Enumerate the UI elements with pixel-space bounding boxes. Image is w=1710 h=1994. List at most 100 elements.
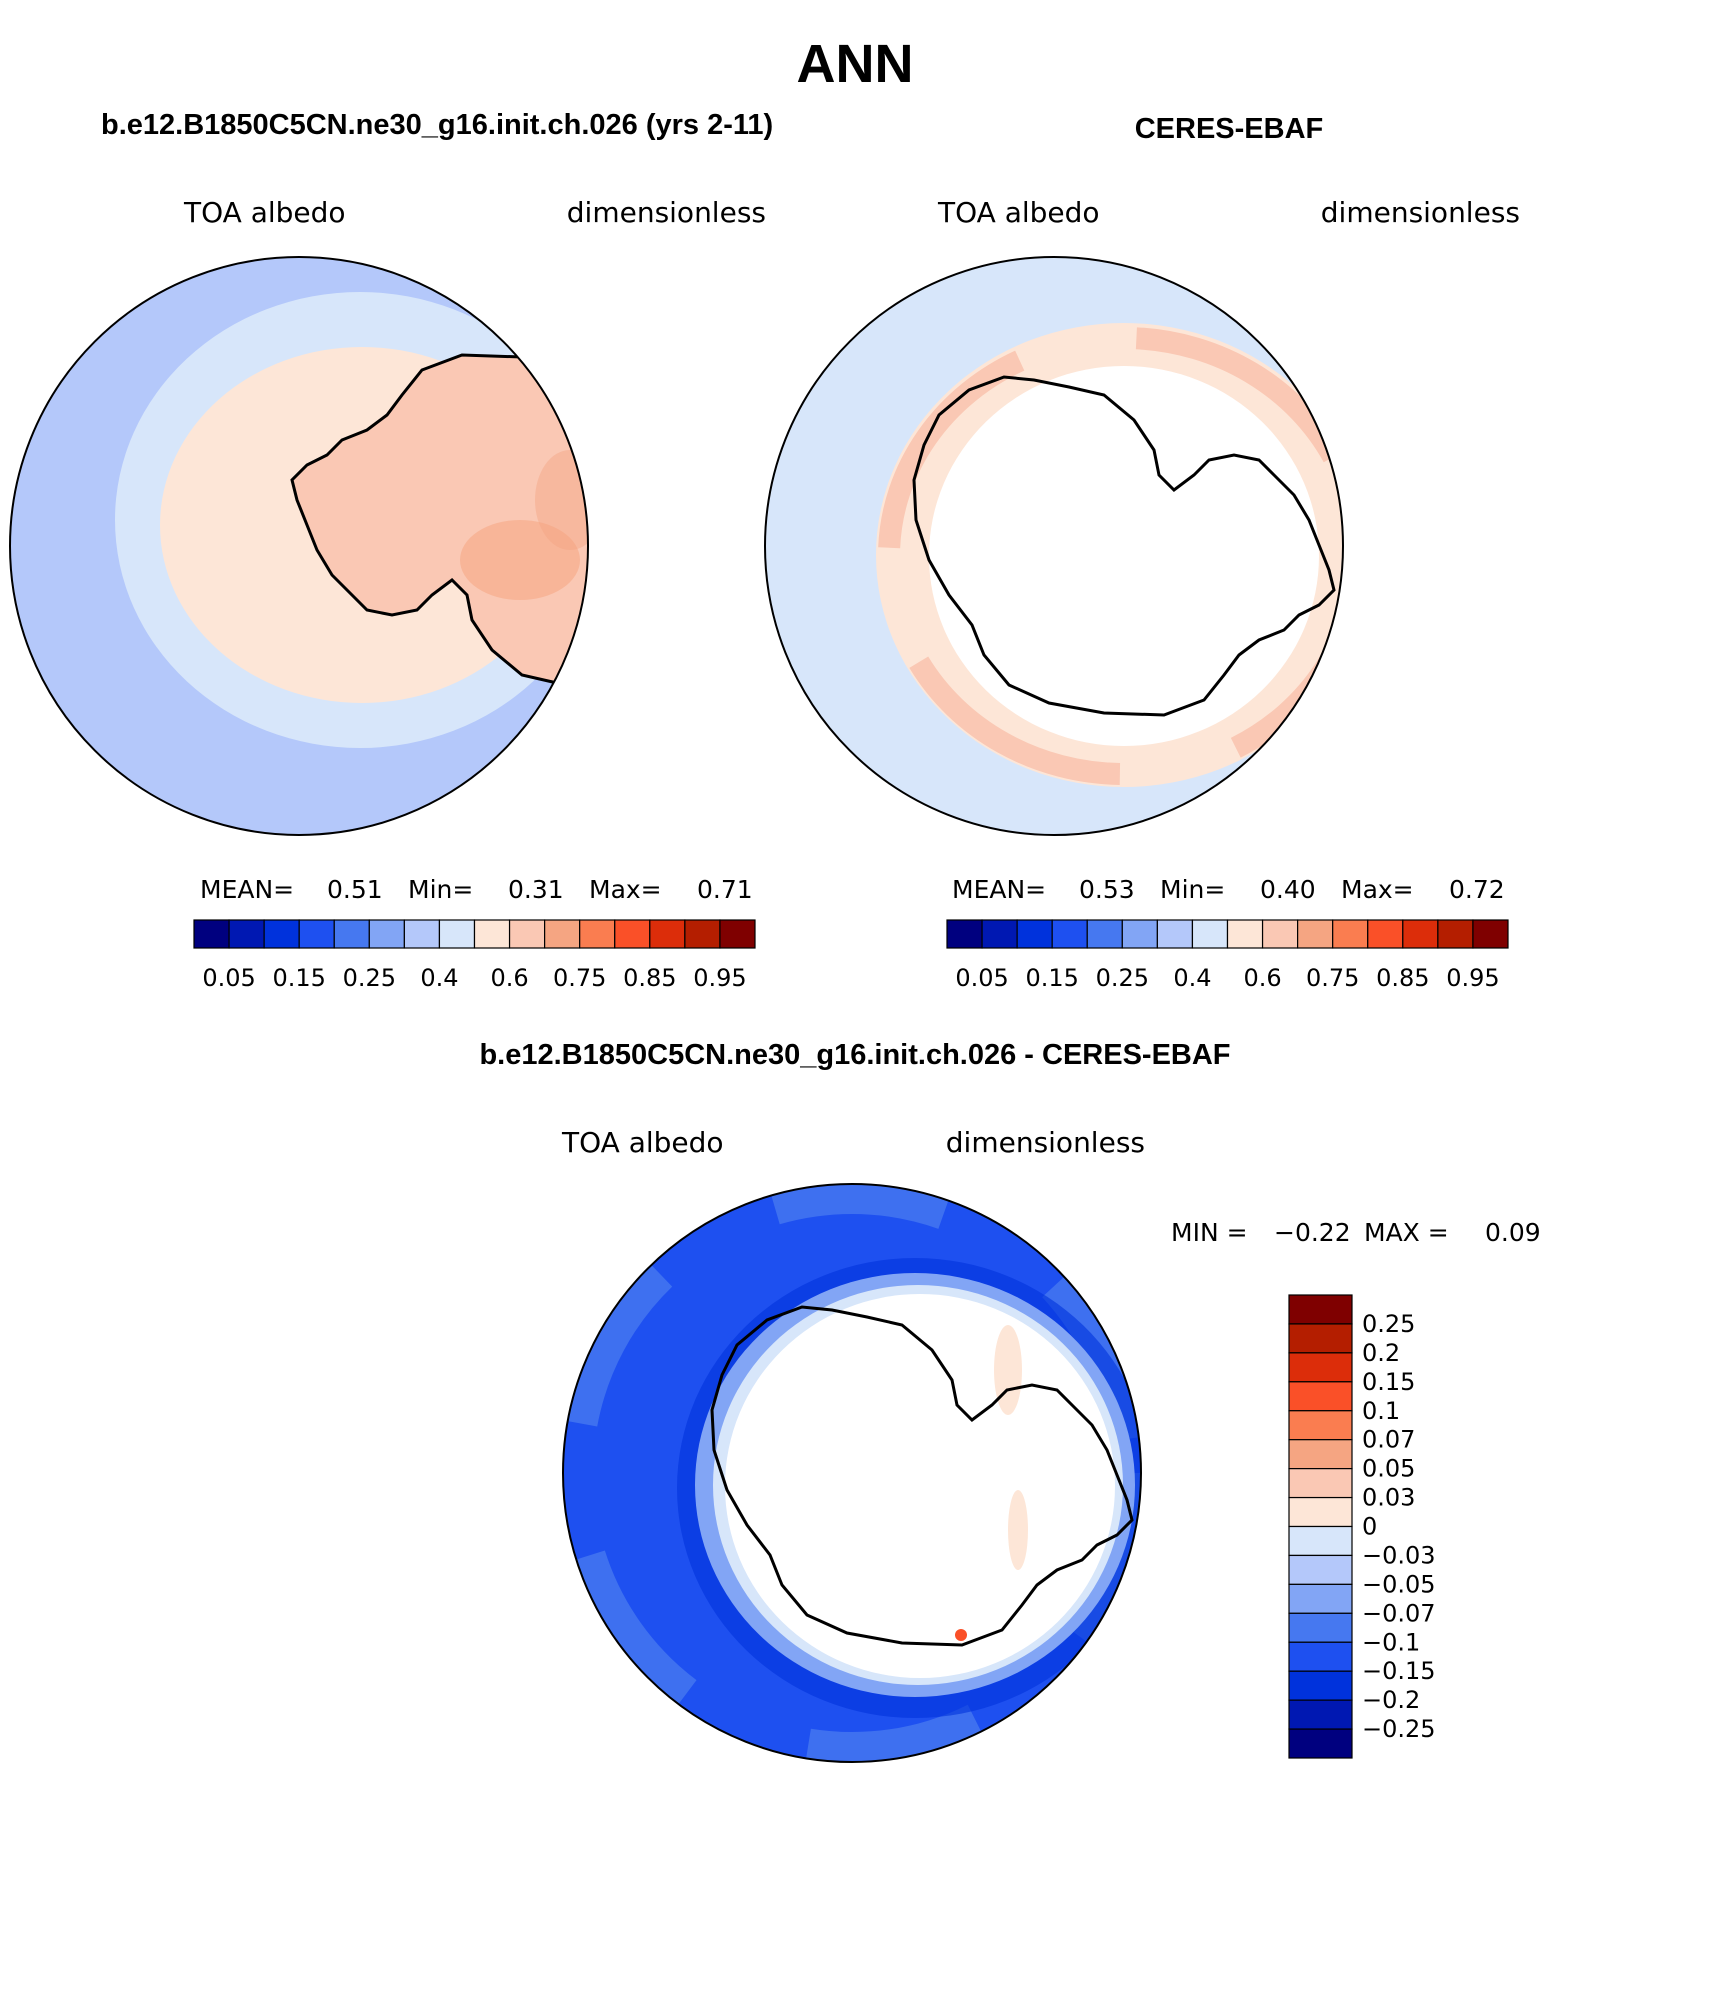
panel-model-units-label: dimensionless bbox=[567, 196, 766, 229]
colorbar-model-swatch bbox=[263, 919, 300, 949]
stat-min-value: 0.31 bbox=[508, 875, 564, 904]
colorbar-obs-swatch bbox=[1121, 919, 1158, 949]
colorbar-obs-tick-label: 0.85 bbox=[1376, 964, 1429, 992]
colorbar-diff-swatch bbox=[1288, 1612, 1353, 1643]
stat-mean-label: MEAN= bbox=[952, 875, 1046, 904]
colorbar-diff-swatch bbox=[1288, 1439, 1353, 1470]
map-model-border bbox=[9, 256, 589, 836]
colorbar-model-swatch bbox=[508, 919, 546, 949]
colorbar-obs-swatch bbox=[1191, 919, 1229, 949]
colorbar-diff-tick-label: 0.2 bbox=[1362, 1339, 1400, 1367]
colorbar-diff-tick-label: 0 bbox=[1362, 1513, 1377, 1541]
colorbar-model-swatch bbox=[403, 919, 441, 949]
colorbar-diff-swatch bbox=[1288, 1670, 1353, 1701]
colorbar-obs-swatch bbox=[1402, 919, 1439, 949]
colorbar-obs-tick-label: 0.75 bbox=[1306, 964, 1359, 992]
colorbar-model-swatch bbox=[579, 919, 616, 949]
colorbar-model-tick-label: 0.85 bbox=[623, 964, 676, 992]
stat-max-value: 0.71 bbox=[697, 875, 753, 904]
colorbar-diff-swatch bbox=[1288, 1699, 1353, 1730]
map-model bbox=[10, 257, 588, 835]
colorbar-model-swatch bbox=[438, 919, 476, 949]
colorbar-model-swatch bbox=[228, 919, 265, 949]
colorbar-diff-tick-label: −0.1 bbox=[1362, 1628, 1420, 1656]
figure-title: ANN bbox=[797, 34, 914, 94]
colorbar-obs-swatch bbox=[1226, 919, 1264, 949]
colorbar-diff-swatch bbox=[1288, 1728, 1353, 1759]
colorbar-diff-swatch bbox=[1288, 1323, 1353, 1354]
colorbar-diff-tick-label: −0.2 bbox=[1362, 1686, 1420, 1714]
colorbar-model-swatch bbox=[193, 919, 230, 949]
colorbar-diff-swatch bbox=[1288, 1410, 1353, 1441]
stat-min-label: MIN = bbox=[1171, 1218, 1248, 1247]
colorbar-diff-tick-label: 0.1 bbox=[1362, 1397, 1400, 1425]
colorbar-obs-tick-label: 0.05 bbox=[955, 964, 1008, 992]
stat-min-label: Min= bbox=[408, 875, 473, 904]
colorbar-model-tick-label: 0.05 bbox=[202, 964, 255, 992]
colorbar-model-swatch bbox=[614, 919, 651, 949]
stat-max-label: Max= bbox=[1341, 875, 1414, 904]
colorbar-model-tick-label: 0.95 bbox=[693, 964, 746, 992]
colorbar-model-swatch bbox=[298, 919, 335, 949]
stat-max-label: MAX = bbox=[1364, 1218, 1449, 1247]
colorbar-diff-swatch bbox=[1288, 1554, 1353, 1585]
colorbar-obs-swatch bbox=[1472, 919, 1509, 949]
stat-min-value: −0.22 bbox=[1274, 1218, 1351, 1247]
panel-model-heading: b.e12.B1850C5CN.ne30_g16.init.ch.026 (yr… bbox=[101, 109, 773, 141]
colorbar-diff-swatch bbox=[1288, 1525, 1353, 1557]
colorbar-diff-swatch bbox=[1288, 1641, 1353, 1672]
colorbar-obs-swatch bbox=[1367, 919, 1404, 949]
stat-mean-value: 0.51 bbox=[327, 875, 383, 904]
colorbar-model-swatch bbox=[544, 919, 581, 949]
colorbar-obs-tick-label: 0.15 bbox=[1025, 964, 1078, 992]
colorbar-diff-tick-label: 0.25 bbox=[1362, 1310, 1415, 1338]
colorbar-diff-swatch bbox=[1288, 1352, 1353, 1383]
colorbar-obs-swatch bbox=[1086, 919, 1123, 949]
colorbar-model-swatch bbox=[333, 919, 370, 949]
panel-model-stats: MEAN= 0.51 Min= 0.31 Max= 0.71 bbox=[200, 875, 753, 904]
colorbar-model-tick-label: 0.25 bbox=[343, 964, 396, 992]
colorbar-diff-swatch bbox=[1288, 1381, 1353, 1412]
colorbar-diff-swatch bbox=[1288, 1468, 1353, 1499]
colorbar-obs-swatch bbox=[1261, 919, 1299, 949]
map-diff bbox=[563, 1184, 1141, 1762]
colorbar-diff-tick-label: 0.05 bbox=[1362, 1455, 1415, 1483]
panel-diff-heading: b.e12.B1850C5CN.ne30_g16.init.ch.026 - C… bbox=[479, 1039, 1230, 1071]
colorbar-obs-tick-label: 0.25 bbox=[1096, 964, 1149, 992]
colorbar-obs-swatch bbox=[1437, 919, 1474, 949]
stat-max-value: 0.72 bbox=[1449, 875, 1505, 904]
colorbar-model-swatch bbox=[719, 919, 756, 949]
panel-diff-units-label: dimensionless bbox=[946, 1126, 1145, 1159]
colorbar-obs-tick-label: 0.4 bbox=[1173, 964, 1211, 992]
stat-mean-value: 0.53 bbox=[1079, 875, 1135, 904]
colorbar-obs-tick-label: 0.6 bbox=[1243, 964, 1281, 992]
colorbar-diff-swatch bbox=[1288, 1294, 1353, 1325]
colorbar-obs-swatch bbox=[1156, 919, 1194, 949]
colorbar-model-tick-label: 0.6 bbox=[490, 964, 528, 992]
colorbar-model-swatch bbox=[473, 919, 511, 949]
colorbar-obs-swatch bbox=[1051, 919, 1088, 949]
colorbar-diff-tick-label: −0.25 bbox=[1362, 1715, 1436, 1743]
colorbar-model: 0.05 0.15 0.25 0.4 0.6 0.75 0.85 0.95 bbox=[193, 919, 756, 992]
stat-max-label: Max= bbox=[589, 875, 662, 904]
panel-diff: b.e12.B1850C5CN.ne30_g16.init.ch.026 - C… bbox=[479, 1039, 1541, 1763]
panel-obs-heading: CERES-EBAF bbox=[1135, 113, 1324, 145]
stat-mean-label: MEAN= bbox=[200, 875, 294, 904]
panel-obs-stats: MEAN= 0.53 Min= 0.40 Max= 0.72 bbox=[952, 875, 1505, 904]
colorbar-model-swatch bbox=[649, 919, 686, 949]
stat-min-value: 0.40 bbox=[1260, 875, 1316, 904]
panel-obs-units-label: dimensionless bbox=[1321, 196, 1520, 229]
colorbar-diff-tick-label: −0.15 bbox=[1362, 1657, 1436, 1685]
colorbar-model-tick-label: 0.4 bbox=[420, 964, 458, 992]
panel-model: b.e12.B1850C5CN.ne30_g16.init.ch.026 (yr… bbox=[9, 109, 773, 992]
colorbar-diff-swatch bbox=[1288, 1496, 1353, 1528]
colorbar-obs: 0.05 0.15 0.25 0.4 0.6 0.75 0.85 0.95 bbox=[946, 919, 1509, 992]
panel-obs: CERES-EBAF TOA albedo dimensionless MEAN… bbox=[764, 113, 1520, 992]
colorbar-diff-tick-label: 0.07 bbox=[1362, 1426, 1415, 1454]
colorbar-obs-tick-label: 0.95 bbox=[1446, 964, 1499, 992]
colorbar-diff: 0.250.20.150.10.070.050.030−0.03−0.05−0.… bbox=[1288, 1294, 1436, 1759]
colorbar-diff-tick-label: 0.03 bbox=[1362, 1484, 1415, 1512]
colorbar-obs-swatch bbox=[1016, 919, 1053, 949]
colorbar-model-tick-label: 0.15 bbox=[272, 964, 325, 992]
